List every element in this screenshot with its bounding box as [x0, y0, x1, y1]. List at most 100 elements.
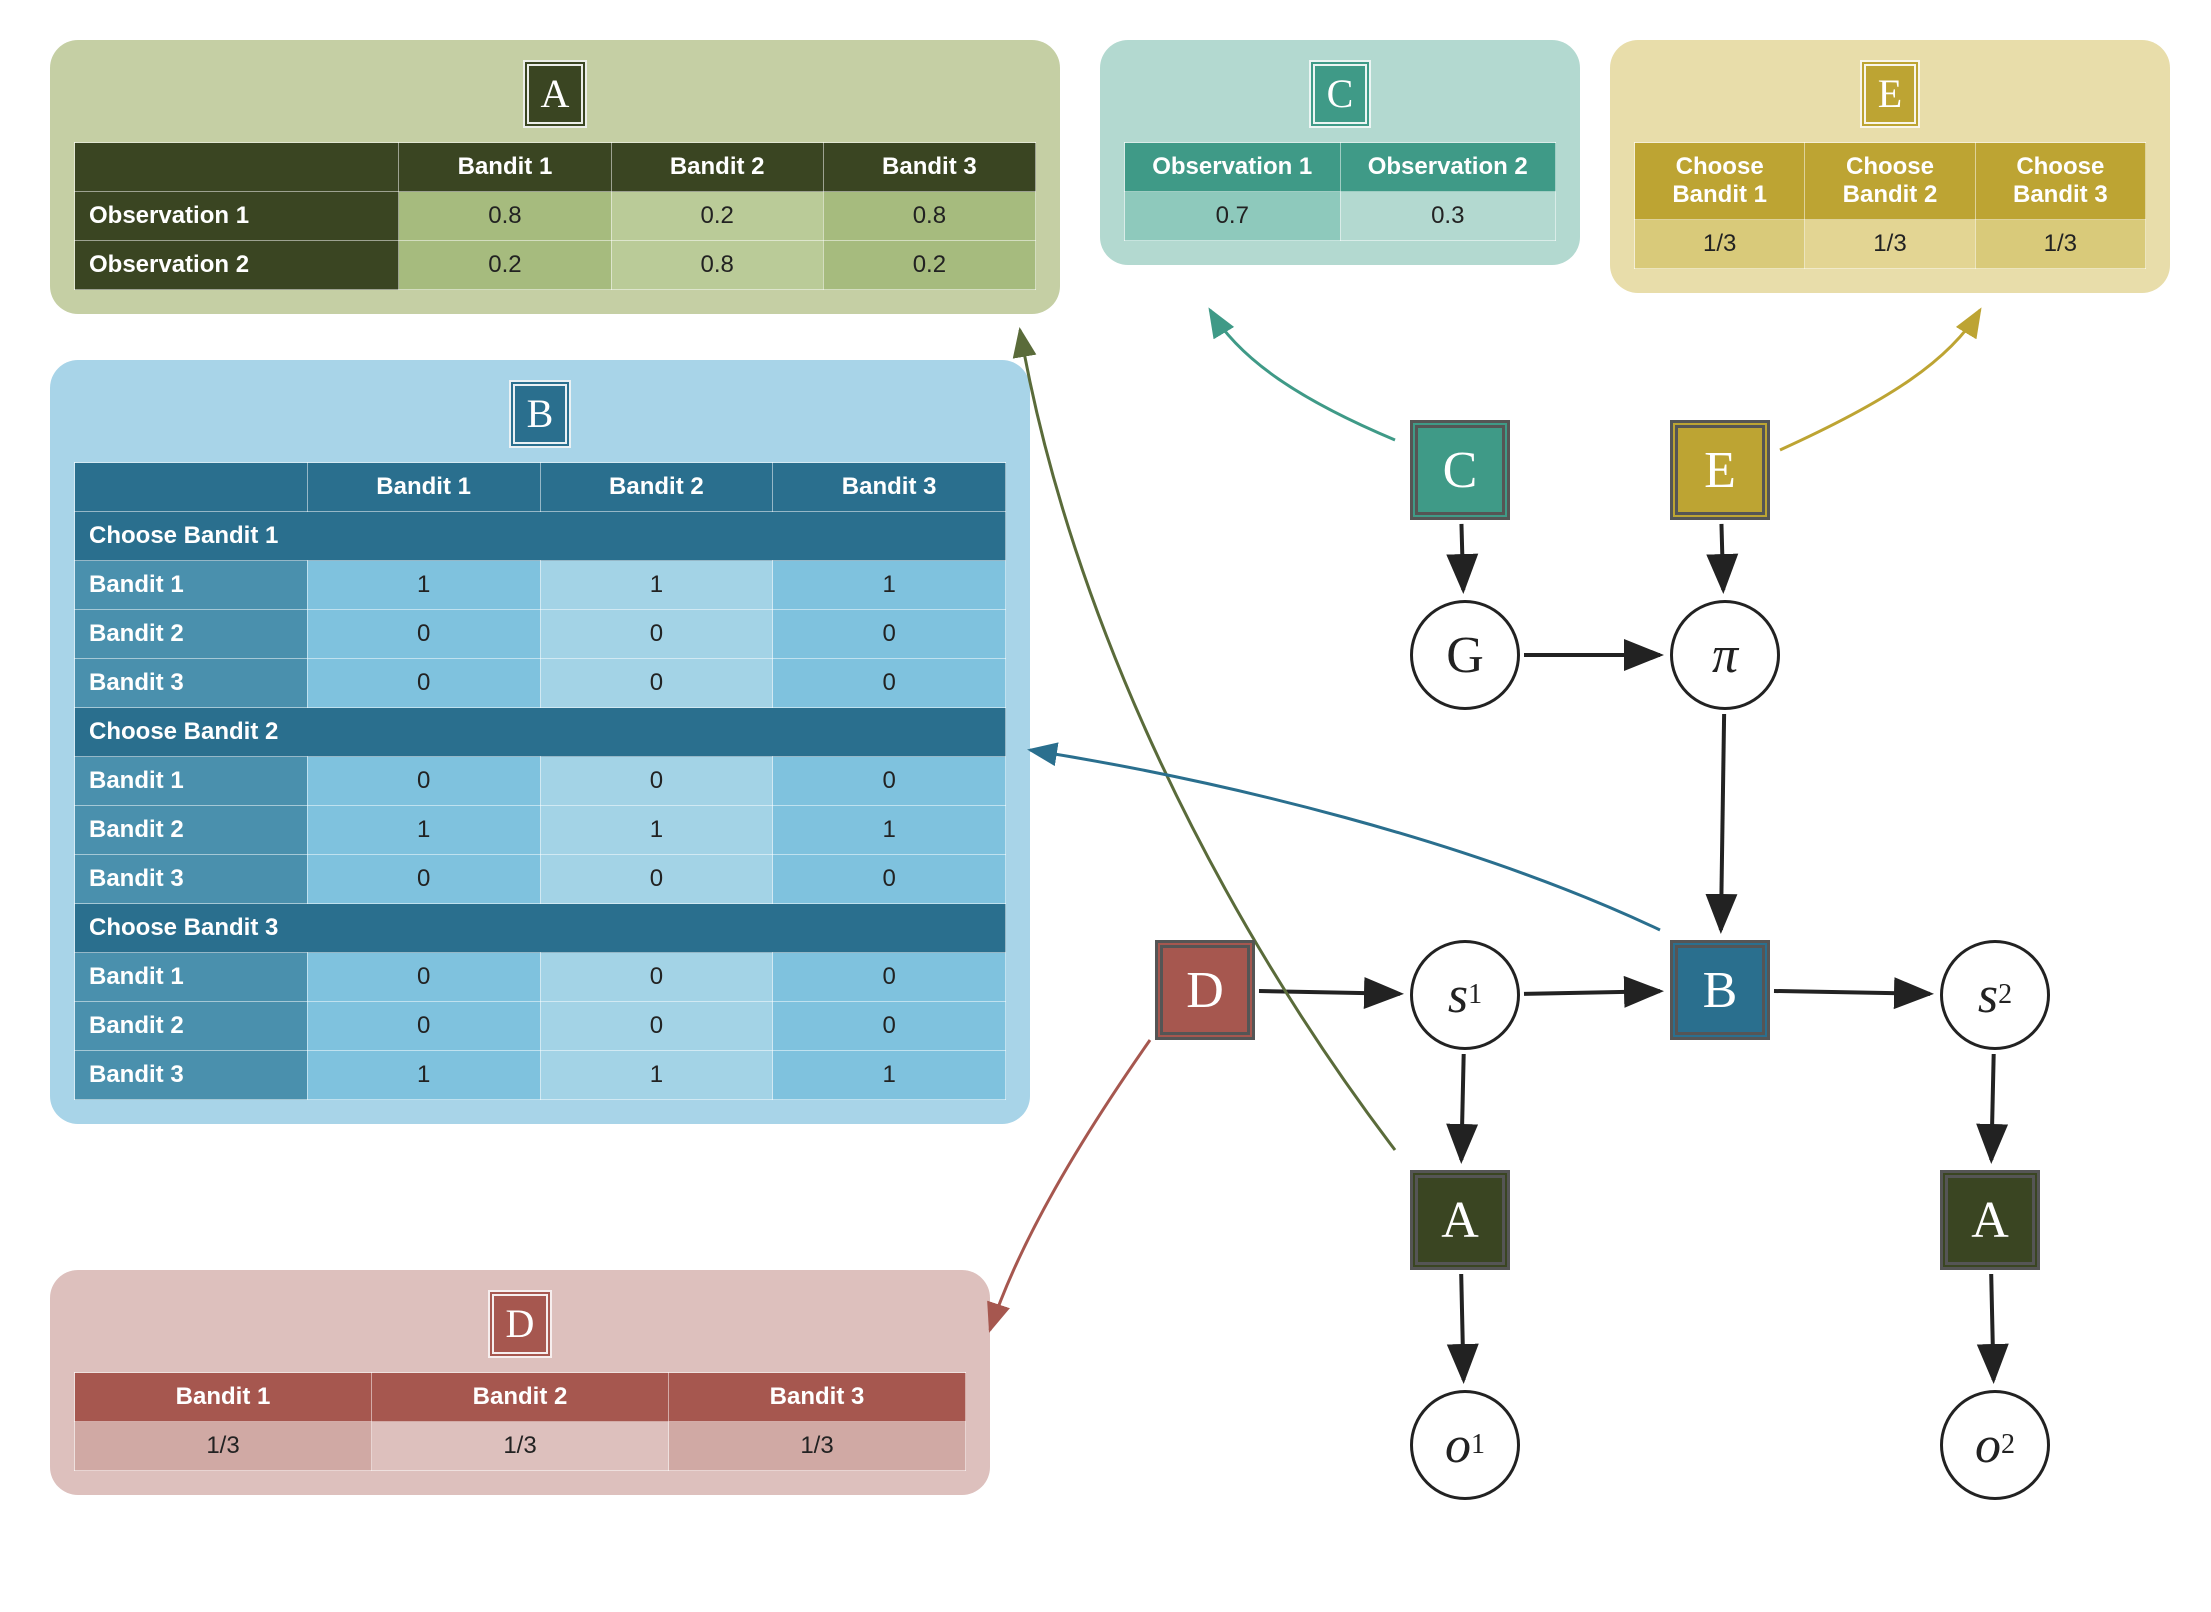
cell: 0: [773, 855, 1006, 904]
row-label: Bandit 2: [75, 610, 308, 659]
cell: 1: [307, 561, 540, 610]
cell: 0.2: [611, 192, 823, 241]
panel-B: BBandit 1Bandit 2Bandit 3Choose Bandit 1…: [50, 360, 1030, 1124]
col-header: Bandit 2: [372, 1373, 669, 1422]
col-header: Bandit 1: [307, 463, 540, 512]
edge-E-pi: [1721, 524, 1723, 590]
cell: 1/3: [1805, 220, 1975, 269]
node-s1: s1: [1410, 940, 1520, 1050]
cell: 0: [773, 757, 1006, 806]
col-header: Bandit 2: [540, 463, 773, 512]
edge-D-s1: [1259, 991, 1400, 994]
cell: 1/3: [75, 1422, 372, 1471]
row-label: Bandit 1: [75, 953, 308, 1002]
cell: 1: [540, 1051, 773, 1100]
edge-s2-A2: [1991, 1054, 1993, 1160]
table-B: Bandit 1Bandit 2Bandit 3Choose Bandit 1B…: [74, 462, 1006, 1100]
node-o2: o2: [1940, 1390, 2050, 1500]
section-header: Choose Bandit 1: [75, 512, 1006, 561]
row-label: Bandit 1: [75, 561, 308, 610]
table-E: Choose Bandit 1Choose Bandit 2Choose Ban…: [1634, 142, 2146, 269]
edge-Bn-s2: [1774, 991, 1930, 994]
col-header: Observation 2: [1340, 143, 1556, 192]
panel-badge-A: A: [523, 60, 588, 128]
cell: 0: [540, 610, 773, 659]
cell: 0.2: [823, 241, 1035, 290]
col-header: [75, 463, 308, 512]
col-header: Choose Bandit 2: [1805, 143, 1975, 220]
panel-badge-B: B: [509, 380, 572, 448]
cell: 1: [773, 561, 1006, 610]
col-header: Bandit 3: [669, 1373, 966, 1422]
cell: 1/3: [1635, 220, 1805, 269]
row-label: Bandit 2: [75, 806, 308, 855]
panel-D: D Bandit 1Bandit 2Bandit 31/31/31/3: [50, 1270, 990, 1495]
cell: 0.8: [399, 192, 611, 241]
node-s2: s2: [1940, 940, 2050, 1050]
cell: 1: [540, 806, 773, 855]
row-label: Bandit 3: [75, 855, 308, 904]
edge-s1-A1: [1461, 1054, 1463, 1160]
cell: 0: [540, 659, 773, 708]
panel-badge-D: D: [488, 1290, 553, 1358]
panel-A: ABandit 1Bandit 2Bandit 3Observation 10.…: [50, 40, 1060, 314]
cell: 0: [307, 757, 540, 806]
cell: 1: [307, 1051, 540, 1100]
node-A1: A: [1410, 1170, 1510, 1270]
cell: 0: [773, 1002, 1006, 1051]
cell: 0.7: [1125, 192, 1341, 241]
cell: 0: [307, 953, 540, 1002]
col-header: Bandit 3: [773, 463, 1006, 512]
col-header: Bandit 3: [823, 143, 1035, 192]
connector-curve: [1030, 750, 1660, 930]
cell: 0: [773, 659, 1006, 708]
panel-E: E Choose Bandit 1Choose Bandit 2Choose Ba…: [1610, 40, 2170, 293]
cell: 0: [540, 1002, 773, 1051]
edge-pi-Bn: [1721, 714, 1724, 930]
cell: 0: [773, 953, 1006, 1002]
node-D: D: [1155, 940, 1255, 1040]
node-pi: π: [1670, 600, 1780, 710]
cell: 0.3: [1340, 192, 1556, 241]
cell: 1/3: [372, 1422, 669, 1471]
cell: 1/3: [1975, 220, 2145, 269]
row-label: Observation 2: [75, 241, 399, 290]
table-C: Observation 1Observation 20.70.3: [1124, 142, 1556, 241]
edge-s1-Bn: [1524, 991, 1660, 994]
col-header: Observation 1: [1125, 143, 1341, 192]
cell: 0: [540, 855, 773, 904]
col-header: Bandit 1: [399, 143, 611, 192]
section-header: Choose Bandit 2: [75, 708, 1006, 757]
node-Bn: B: [1670, 940, 1770, 1040]
panel-badge-C: C: [1309, 60, 1372, 128]
panel-badge-E: E: [1860, 60, 1920, 128]
edge-A2-o2: [1991, 1274, 1993, 1380]
cell: 0: [540, 757, 773, 806]
row-label: Observation 1: [75, 192, 399, 241]
connector-curve: [1780, 310, 1980, 450]
col-header: Bandit 2: [611, 143, 823, 192]
panel-C: C Observation 1Observation 20.70.3: [1100, 40, 1580, 265]
row-label: Bandit 3: [75, 659, 308, 708]
col-header: [75, 143, 399, 192]
node-E: E: [1670, 420, 1770, 520]
cell: 0.8: [823, 192, 1035, 241]
col-header: Choose Bandit 1: [1635, 143, 1805, 220]
section-header: Choose Bandit 3: [75, 904, 1006, 953]
node-C: C: [1410, 420, 1510, 520]
cell: 0: [307, 1002, 540, 1051]
cell: 0: [307, 855, 540, 904]
col-header: Choose Bandit 3: [1975, 143, 2145, 220]
cell: 0: [307, 659, 540, 708]
connector-curve: [1210, 310, 1395, 440]
cell: 1: [773, 1051, 1006, 1100]
cell: 1: [307, 806, 540, 855]
cell: 1: [773, 806, 1006, 855]
table-D: Bandit 1Bandit 2Bandit 31/31/31/3: [74, 1372, 966, 1471]
cell: 1: [540, 561, 773, 610]
row-label: Bandit 1: [75, 757, 308, 806]
node-o1: o1: [1410, 1390, 1520, 1500]
row-label: Bandit 3: [75, 1051, 308, 1100]
cell: 0.8: [611, 241, 823, 290]
row-label: Bandit 2: [75, 1002, 308, 1051]
